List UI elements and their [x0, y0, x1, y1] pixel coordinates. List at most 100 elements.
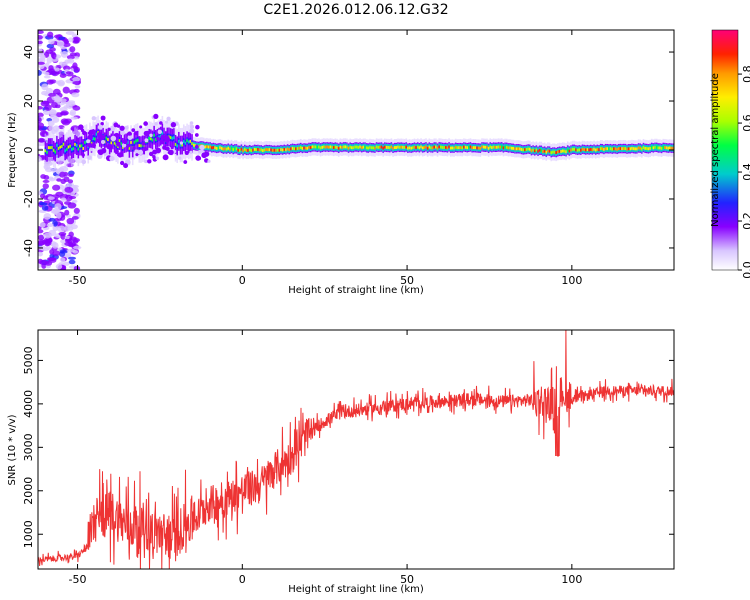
- snr-axes: -50 0 50 100 1000 2000 3000 4000 5000: [22, 330, 674, 586]
- spectrogram-cell: [100, 148, 107, 154]
- spectrogram-cell: [153, 133, 155, 137]
- spectrogram-cell: [561, 149, 564, 153]
- spectrogram-cell: [507, 146, 510, 150]
- spectrogram-cell: [154, 138, 157, 141]
- spectrogram-cell: [65, 31, 75, 35]
- spectrogram-cell: [56, 212, 62, 219]
- spectrogram-cell: [126, 144, 130, 148]
- spectrogram-cell: [461, 146, 464, 150]
- spectrogram-cell: [613, 147, 615, 151]
- spectrogram-cell: [311, 145, 314, 149]
- spectrogram-cell: [578, 148, 581, 152]
- spectrogram-cell: [428, 145, 431, 149]
- spectrogram-cell: [179, 141, 184, 145]
- spectrogram-cell: [207, 145, 210, 149]
- spectrogram-cell: [74, 142, 76, 146]
- spectrogram-cell: [448, 145, 450, 149]
- spectrogram-cell: [456, 146, 459, 150]
- spectrogram-cell: [191, 142, 193, 146]
- spectrogram-cell: [505, 145, 508, 149]
- spectrogram-cell: [431, 146, 434, 150]
- spectrogram-cell: [326, 145, 328, 149]
- spectrogram-cell: [486, 145, 488, 149]
- spectrogram-cell: [126, 140, 129, 144]
- spectrogram-cell: [71, 92, 80, 98]
- spectrogram-cell: [127, 131, 132, 136]
- spectrogram-cell: [369, 145, 371, 149]
- spectrogram-cell: [458, 146, 460, 150]
- spectrogram-cell: [40, 174, 47, 179]
- spectrogram-cell: [113, 122, 119, 128]
- spectrogram-cell: [364, 145, 366, 149]
- spectrogram-cell: [120, 160, 125, 166]
- spectrogram-cell: [410, 146, 412, 150]
- spectrogram-cell: [624, 147, 627, 151]
- spectrogram-cell: [639, 146, 641, 150]
- spectrogram-cell: [56, 143, 58, 147]
- spectrogram-cell: [189, 121, 194, 125]
- spectrogram-cell: [46, 43, 55, 49]
- spectrogram-cell: [182, 140, 185, 144]
- spectrogram-cell: [151, 138, 154, 142]
- spectrogram-cell: [293, 147, 295, 151]
- spectrogram-cell: [466, 146, 468, 150]
- spectrogram-cell: [636, 147, 638, 151]
- spectrogram-cell: [440, 145, 442, 149]
- spectrogram-cell: [169, 136, 172, 140]
- spectrogram-cell: [171, 136, 174, 140]
- spectrogram-cell: [141, 141, 146, 146]
- spectrogram-cell: [299, 146, 302, 150]
- spectrogram-cell: [62, 261, 70, 266]
- snr-y-label: SNR (10 * v/v): [7, 414, 18, 485]
- colorbar-ticks: 0.0 0.2 0.4 0.6 0.8: [738, 65, 750, 279]
- figure-title: C2E1.2026.012.06.12.G32: [263, 2, 448, 18]
- spectrogram-cell: [385, 145, 388, 149]
- spectrogram-cell: [336, 145, 338, 149]
- spectrogram-cell: [113, 141, 116, 145]
- spectrogram-cell: [491, 146, 493, 150]
- spectrogram-cell: [469, 145, 472, 149]
- spectrogram-cell: [65, 71, 72, 75]
- spectrogram-cell: [82, 130, 87, 136]
- spectrogram-cell: [331, 145, 333, 149]
- spectrogram-cell: [46, 223, 54, 228]
- spectrogram-y-tick-label: 40: [22, 45, 35, 59]
- spectrogram-cell: [281, 148, 284, 152]
- spectrogram-cell: [58, 36, 66, 41]
- spectrogram-cell: [143, 146, 148, 151]
- spectrogram-cell: [148, 151, 154, 157]
- spectrogram-x-label: Height of straight line (km): [288, 285, 424, 296]
- spectrogram-cell: [225, 147, 228, 151]
- spectrogram-cell: [109, 155, 115, 162]
- spectrogram-cell: [596, 147, 599, 151]
- spectrogram-cell: [553, 150, 556, 154]
- spectrogram-cell: [660, 146, 663, 150]
- spectrogram-cell: [87, 134, 93, 141]
- spectrogram-cell: [543, 149, 546, 153]
- spectrogram-cell: [92, 137, 94, 140]
- colorbar: 0.0 0.2 0.4 0.6 0.8 Normalized spectral ampl…: [710, 29, 750, 279]
- spectrogram-cell: [412, 146, 414, 150]
- spectrogram-cell: [200, 149, 204, 153]
- spectrogram-cell: [477, 146, 480, 150]
- spectrogram-cell: [76, 137, 80, 141]
- spectrogram-cell: [599, 147, 602, 151]
- spectrogram-cell: [204, 145, 207, 149]
- spectrogram-cell: [262, 149, 264, 153]
- spectrogram-cell: [418, 146, 421, 150]
- spectrogram-cell: [38, 226, 42, 230]
- spectrogram-cell: [195, 124, 200, 130]
- spectrogram-cell: [149, 133, 153, 138]
- snr-x-tick-label: -50: [69, 573, 87, 586]
- spectrogram-cell: [405, 145, 408, 149]
- spectrogram-cell: [234, 147, 236, 151]
- spectrogram-cell: [62, 86, 70, 94]
- spectrogram-cell: [644, 146, 646, 150]
- spectrogram-cell: [144, 130, 150, 137]
- spectrogram-cell: [347, 146, 350, 150]
- spectrogram-cell: [64, 186, 74, 193]
- spectrogram-x-tick-label: 50: [400, 274, 414, 287]
- spectrogram-cell: [240, 147, 243, 151]
- spectrogram-cell: [268, 148, 271, 152]
- spectrogram-cell: [642, 146, 645, 150]
